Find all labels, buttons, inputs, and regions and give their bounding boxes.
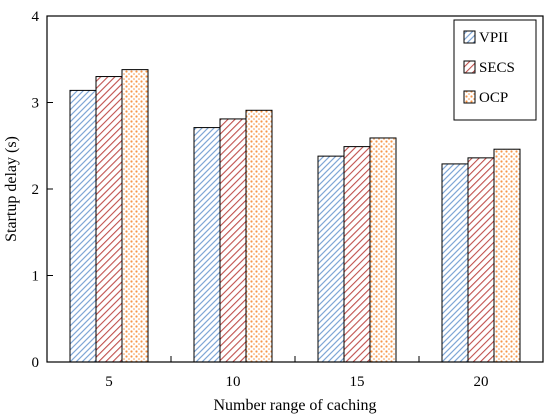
bar-ocp-15	[369, 137, 397, 363]
x-tick-label: 10	[226, 374, 241, 390]
bar-secs-5	[95, 76, 123, 363]
legend-label-secs: SECS	[479, 60, 515, 76]
bars-layer	[69, 69, 521, 363]
bar-vpii-15	[317, 155, 345, 363]
legend-swatch-ocp	[463, 90, 476, 104]
legend-swatch-vpii	[463, 30, 476, 44]
bar-ocp-5	[121, 69, 149, 363]
bar-ocp-10	[245, 109, 273, 363]
legend-swatch-secs	[463, 60, 476, 74]
bar-secs-20	[467, 157, 495, 363]
y-axis-title: Startup delay (s)	[3, 136, 20, 242]
bar-vpii-5	[69, 89, 97, 363]
y-tick-label: 2	[32, 182, 40, 198]
x-tick-label: 5	[105, 374, 113, 390]
bar-secs-15	[343, 146, 371, 363]
legend-label-vpii: VPII	[479, 30, 508, 46]
bar-secs-10	[219, 118, 247, 363]
y-tick-label: 3	[32, 96, 40, 112]
bar-vpii-10	[193, 127, 221, 363]
y-tick-label: 1	[32, 269, 40, 285]
ticks-layer: 0 1 2 3 4 5 10 15 20	[32, 9, 489, 390]
y-tick-label: 0	[32, 355, 40, 371]
legend-label-ocp: OCP	[479, 90, 508, 106]
bar-ocp-20	[493, 148, 521, 363]
y-tick-label: 4	[32, 9, 40, 25]
x-axis-title: Number range of caching	[213, 397, 376, 414]
x-tick-label: 15	[350, 374, 365, 390]
x-tick-label: 20	[474, 374, 489, 390]
bar-vpii-20	[441, 163, 469, 363]
legend: VPII SECS OCP	[453, 19, 537, 121]
